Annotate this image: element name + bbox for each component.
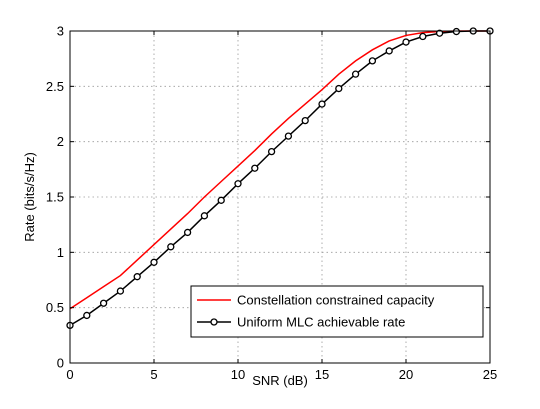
data-point (150, 258, 158, 266)
x-tick-label: 25 (483, 367, 497, 382)
data-point (217, 196, 225, 204)
legend: Constellation constrained capacity Unifor… (190, 285, 484, 338)
data-point (419, 32, 427, 41)
legend-box (190, 285, 484, 338)
data-point (284, 132, 293, 140)
series-line (69, 30, 490, 310)
data-point (200, 212, 209, 220)
data-point (99, 299, 108, 307)
legend-label: Uniform MLC achievable rate (237, 315, 405, 330)
data-point (435, 29, 444, 37)
legend-entry: Constellation constrained capacity (197, 293, 435, 308)
y-tick-label: 1.5 (46, 190, 64, 205)
x-axis-label: SNR (dB) (252, 373, 308, 388)
data-point (234, 180, 242, 188)
data-point (351, 70, 360, 78)
ticks: 0 5 10 15 20 25 0 0.5 1 1.5 2 2.5 3 (46, 24, 497, 383)
series-2 (66, 27, 494, 330)
grid (70, 31, 490, 363)
x-tick-label: 20 (399, 367, 413, 382)
legend-label: Constellation constrained capacity (237, 293, 435, 308)
data-point (267, 147, 276, 156)
data-point (402, 38, 410, 46)
data-point (385, 47, 393, 55)
y-tick-label: 2 (57, 134, 64, 149)
series-1 (69, 30, 490, 310)
data-point (133, 273, 141, 281)
x-tick-label: 0 (66, 367, 73, 382)
legend-marker (210, 318, 218, 326)
y-tick-label: 0 (57, 356, 64, 371)
x-tick-label: 15 (315, 367, 329, 382)
data-point (183, 228, 192, 237)
data-point (452, 27, 461, 36)
y-axis-label: Rate (bits/s/Hz) (22, 152, 37, 242)
y-tick-label: 1 (57, 245, 64, 260)
series-layer (66, 27, 494, 330)
y-tick-label: 0.5 (46, 300, 64, 315)
y-tick-label: 3 (57, 24, 64, 39)
data-point (368, 57, 377, 65)
x-tick-label: 10 (231, 367, 245, 382)
data-point (167, 243, 175, 251)
x-tick-label: 5 (150, 367, 157, 382)
data-point (83, 311, 91, 320)
data-point (116, 287, 125, 295)
legend-entry: Uniform MLC achievable rate (197, 315, 405, 330)
y-tick-label: 2.5 (46, 79, 64, 94)
data-point (251, 164, 259, 172)
data-point (301, 116, 309, 125)
data-point (335, 84, 343, 93)
data-point (318, 100, 326, 108)
